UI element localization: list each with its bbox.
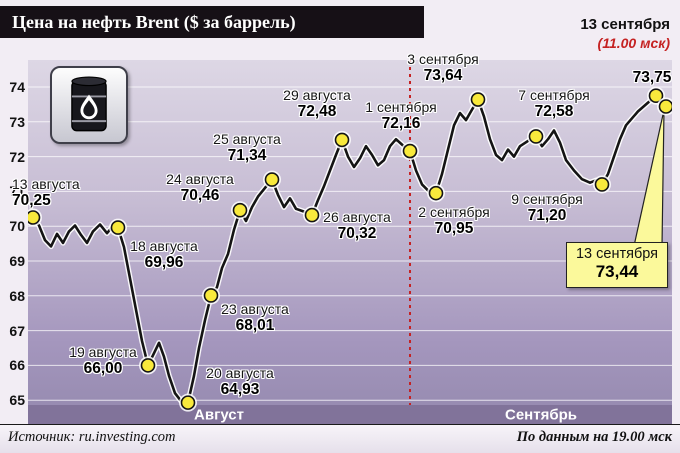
data-point-marker [25,210,41,225]
data-point-marker [528,129,544,144]
y-axis-tick-label: 69 [9,253,25,269]
chart-plot-area: Август Сентябрь [24,60,675,424]
data-point-marker [334,132,350,148]
y-axis-tick-label: 74 [9,79,25,95]
oil-barrel-icon [50,66,128,144]
data-point-marker [264,172,280,187]
page-title: Цена на нефть Brent ($ за баррель) [12,12,296,32]
y-axis-tick-label: 71 [9,183,25,200]
barrel-drawing [71,76,107,132]
data-point-marker [304,207,320,223]
data-point-marker [180,395,196,410]
title-bar: Цена на нефть Brent ($ за баррель) [0,6,424,38]
data-point-marker [470,92,486,107]
header-time-label: (11.00 мск) [597,35,670,51]
data-point-marker [658,99,674,114]
y-axis-tick-label: 68 [9,287,25,304]
header-date-label: 13 сентября [580,16,670,33]
y-axis-tick-label: 65 [9,392,25,409]
data-point-marker [428,185,444,201]
callout-date: 13 сентября [575,246,659,262]
data-point-marker [140,358,156,373]
y-axis-tick-label: 66 [9,357,25,374]
month-label: Август [194,407,244,424]
callout-box: 13 сентября 73,44 [566,242,668,288]
y-axis-tick-label: 70 [9,218,25,235]
y-axis-tick-label: 67 [9,322,25,339]
data-point-marker [110,220,126,235]
callout-pointer [633,109,665,247]
footer-bar: Источник: ru.investing.com По данным на … [0,424,680,453]
data-point-marker [203,288,219,303]
y-axis-tick-label: 72 [9,148,25,165]
data-point-marker [232,202,248,218]
data-point-marker [402,143,418,159]
callout-value: 73,44 [595,262,639,281]
data-point-marker [648,88,664,104]
y-axis-tick-label: 73 [9,113,25,130]
data-point-marker [594,177,610,192]
price-chart: Август Сентябрь [24,60,675,424]
month-label: Сентябрь [505,407,577,424]
source-label: Источник: ru.investing.com [8,429,176,445]
data-time-note: По данным на 19.00 мск [516,429,672,445]
